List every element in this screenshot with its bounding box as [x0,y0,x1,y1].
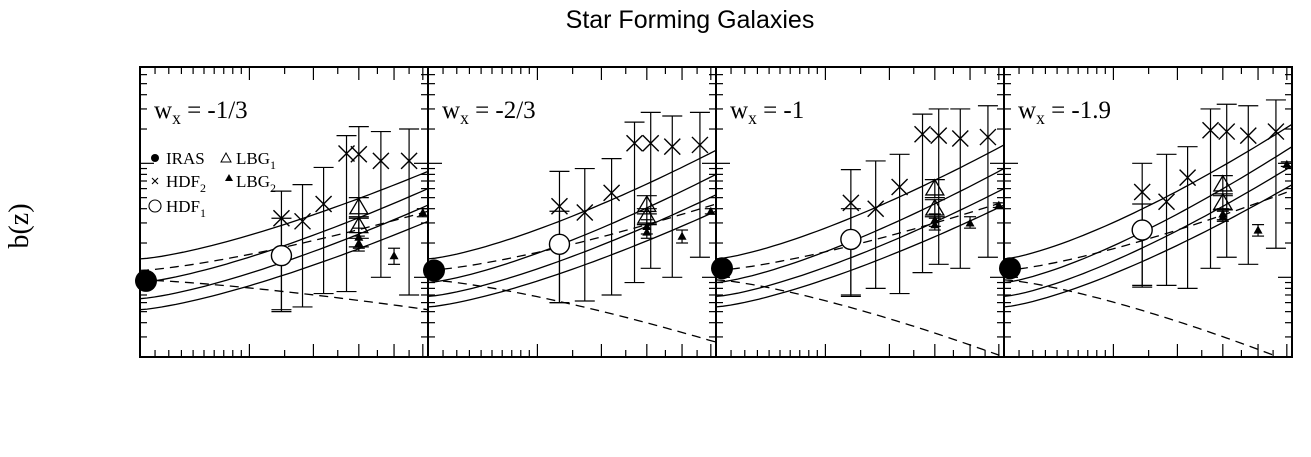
lbg2-point [994,200,1004,209]
lbg1-point [1212,174,1233,192]
hdf1-point [840,228,862,251]
solid-model-curve [428,173,716,284]
iras-point [999,257,1021,280]
model-curves [428,149,716,343]
dashed-model-curve [140,210,428,272]
model-curves [140,170,428,311]
lbg2-point [389,251,399,260]
solid-model-curve [1004,123,1292,260]
chart-panel: wx = -2/3 [423,66,717,358]
lbg2-point [1282,159,1292,168]
hdf2-point [1133,183,1151,201]
panel-label: wx = -1/3 [154,97,248,128]
solid-model-curve [140,170,428,260]
solid-model-curve [428,149,716,260]
legend-marker [151,177,159,185]
hdf2-point [1218,123,1236,141]
iras-point [423,259,445,282]
lbg2-point [677,231,687,240]
lbg2-point [642,227,652,236]
legend-marker [148,199,162,213]
legend-marker [220,151,232,163]
hdf2-point [663,138,681,156]
legend-label: LBG2 [236,172,276,195]
panel-frame [1003,66,1293,358]
dashed-model-curve [716,279,1004,357]
solid-model-curve [716,144,1004,260]
hdf2-point [1239,127,1257,145]
legend-label: HDF2 [166,172,206,195]
dashed-model-curve [428,203,716,272]
hdf1-point [270,244,293,267]
solid-model-curve [428,194,716,298]
chart-title: Star Forming Galaxies [566,6,815,34]
hdf2-point [350,145,368,163]
solid-model-curve [140,220,428,311]
legend-marker [151,154,159,162]
hdf2-point [691,136,709,154]
hdf2-point [979,128,997,146]
hdf1-point [548,233,571,255]
lbg2-point [354,238,364,247]
chart-panels: wx = -1/3 wx = -2/3 wx = -1 wx = -1.9 IRAS LB… [135,66,1293,358]
solid-model-curve [716,204,1004,308]
legend-label: IRAS [166,149,205,168]
model-curves [716,144,1004,357]
hdf2-point [930,127,948,145]
lbg2-point [1253,225,1263,234]
hdf2-point [372,152,390,170]
solid-model-curve [428,210,716,308]
hdf2-point [1267,123,1285,141]
iras-point [135,269,157,292]
panel-label: wx = -1 [730,97,804,128]
lbg2-point [1218,212,1228,221]
hdf2-point [400,152,418,170]
dashed-model-curve [716,201,1004,272]
solid-model-curve [1004,184,1292,308]
hdf2-point [1179,169,1197,187]
hdf2-point [576,204,594,222]
hdf2-point [914,125,932,143]
panel-label: wx = -1.9 [1018,97,1111,128]
solid-model-curve [1004,165,1292,298]
hdf2-point [867,200,885,218]
lbg2-point [706,206,716,215]
dashed-model-curve [140,279,428,311]
hdf2-point [1158,193,1176,211]
hdf2-point [891,178,909,196]
legend-label: HDF1 [166,197,206,220]
legend-marker [225,174,233,181]
hdf2-point [626,134,644,152]
lbg2-point [965,218,975,227]
hdf2-point [951,130,969,148]
hdf1-point [1131,219,1153,241]
hdf2-point [603,184,621,202]
chart-panel: wx = -1.9 [999,66,1293,358]
hdf2-point [642,134,660,152]
lbg1-point [348,197,369,215]
chart-panel: wx = -1 [711,66,1005,358]
hdf2-point [315,195,333,213]
chart-panel: wx = -1/3 [135,66,429,358]
panel-label: wx = -2/3 [442,97,536,128]
lbg2-point [930,220,940,229]
lbg2-point [418,208,428,217]
legend-label: LBG1 [236,149,276,172]
y-axis-label: b(z) [4,203,35,248]
chart-legend: IRAS LBG1 HDF2 LBG2 HDF1 [148,149,276,220]
lbg1-point [924,178,945,196]
dashed-model-curve [428,279,716,343]
dashed-model-curve [1004,279,1281,357]
hdf2-point [1202,121,1220,139]
hdf2-point [294,212,312,230]
dashed-model-curve [1004,189,1292,272]
iras-point [711,257,733,280]
